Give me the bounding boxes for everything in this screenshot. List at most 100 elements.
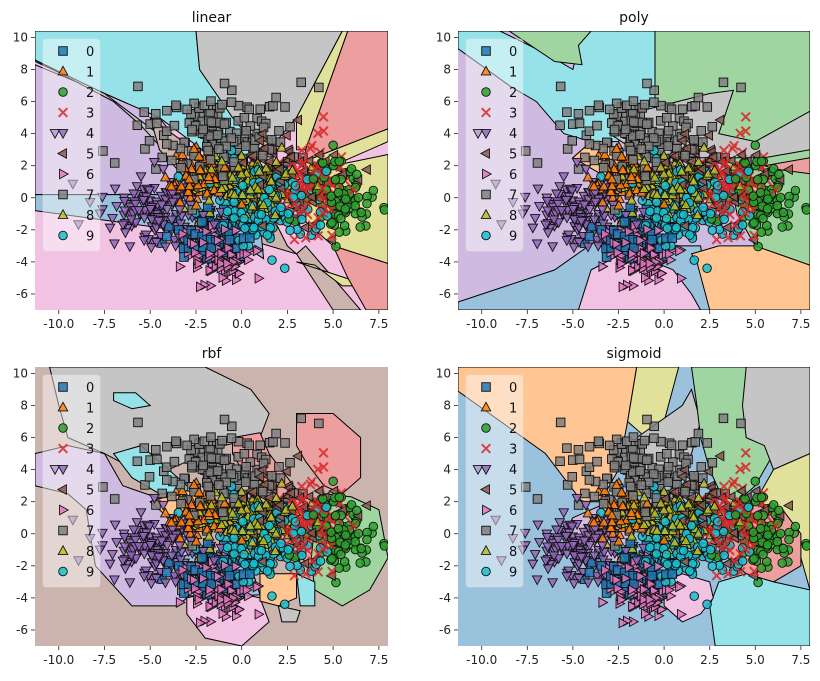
point-class-1 xyxy=(165,516,177,527)
point-class-9 xyxy=(249,222,259,233)
point-class-2 xyxy=(340,204,351,214)
point-class-7 xyxy=(189,98,199,109)
point-class-6 xyxy=(189,238,200,250)
axes-ticks: -10.0 -7.5 -5.0 -2.5 0.0 2.5 5.0 7.51086420-2-4… xyxy=(13,30,389,331)
point-class-8 xyxy=(203,530,215,541)
point-class-7 xyxy=(610,205,620,215)
subplot-rbf: -10.0 -7.5 -5.0 -2.5 0.0 2.5 5.0 7.51086420-2-4… xyxy=(13,346,389,667)
point-class-5 xyxy=(236,493,247,505)
point-class-6 xyxy=(223,593,234,605)
legend-marker-class-2 xyxy=(58,87,68,97)
point-class-5 xyxy=(305,527,316,539)
point-class-7 xyxy=(144,136,155,146)
point-class-8 xyxy=(669,200,681,211)
point-class-2 xyxy=(356,207,367,218)
point-class-7 xyxy=(736,82,746,93)
legend-marker-class-4 xyxy=(49,129,61,140)
point-class-8 xyxy=(658,168,670,179)
point-class-4 xyxy=(551,189,563,200)
point-class-7 xyxy=(133,81,143,92)
point-class-4 xyxy=(541,197,553,207)
point-class-7 xyxy=(152,454,162,465)
x-tick-label: -5.0 xyxy=(139,317,162,331)
point-class-2 xyxy=(336,213,346,224)
scatter-points xyxy=(490,413,810,629)
point-class-7 xyxy=(162,475,172,485)
point-class-1 xyxy=(582,171,594,182)
point-class-3 xyxy=(289,570,300,581)
point-class-7 xyxy=(648,133,659,143)
point-class-6 xyxy=(199,236,210,248)
legend-marker-class-9 xyxy=(58,566,68,577)
point-class-1 xyxy=(183,173,195,184)
point-class-9 xyxy=(707,225,718,236)
point-class-7 xyxy=(555,456,565,467)
point-class-1 xyxy=(203,506,215,517)
point-class-3 xyxy=(313,230,324,241)
point-class-2 xyxy=(368,185,379,196)
point-class-4 xyxy=(575,216,587,227)
point-class-1 xyxy=(185,162,197,173)
point-class-7 xyxy=(285,121,295,132)
point-class-0 xyxy=(667,233,677,243)
point-class-8 xyxy=(276,141,288,152)
point-class-7 xyxy=(649,421,659,432)
point-class-9 xyxy=(743,166,754,177)
legend-label: 8 xyxy=(509,209,517,224)
point-class-9 xyxy=(698,202,708,213)
point-class-5 xyxy=(246,486,257,498)
point-class-4 xyxy=(174,541,186,552)
point-class-4 xyxy=(106,214,118,225)
point-class-7 xyxy=(573,445,584,455)
point-class-5 xyxy=(285,151,296,163)
point-class-7 xyxy=(598,162,609,173)
point-class-1 xyxy=(201,187,213,198)
point-class-7 xyxy=(520,482,531,492)
point-class-5 xyxy=(702,465,713,477)
plot-area xyxy=(458,31,810,310)
point-class-9 xyxy=(249,558,259,569)
point-class-4 xyxy=(631,220,643,231)
point-class-2 xyxy=(340,540,351,550)
point-class-0 xyxy=(162,231,172,242)
point-class-9 xyxy=(264,184,274,195)
point-class-4 xyxy=(552,199,564,210)
point-class-4 xyxy=(129,199,141,210)
point-class-5 xyxy=(273,163,284,175)
point-class-1 xyxy=(599,484,611,495)
point-class-7 xyxy=(144,472,155,482)
point-class-6 xyxy=(196,281,207,293)
point-class-3 xyxy=(711,234,722,245)
point-class-5 xyxy=(263,492,274,504)
point-class-9 xyxy=(285,561,295,572)
legend-marker-class-8 xyxy=(57,208,69,219)
point-class-3 xyxy=(326,540,337,551)
point-class-4 xyxy=(118,197,130,207)
point-class-1 xyxy=(624,523,636,534)
point-class-6 xyxy=(231,560,242,572)
point-class-1 xyxy=(192,515,204,526)
x-tick-label: 0.0 xyxy=(655,317,674,331)
point-class-3 xyxy=(297,204,308,215)
point-class-9 xyxy=(276,538,286,549)
point-class-4 xyxy=(531,575,543,586)
point-class-7 xyxy=(718,413,729,424)
point-class-4 xyxy=(558,508,570,519)
point-class-4 xyxy=(533,202,545,213)
point-class-9 xyxy=(321,502,331,513)
point-class-1 xyxy=(598,180,610,191)
legend-label: 1 xyxy=(86,402,94,417)
point-class-4 xyxy=(507,197,519,208)
point-class-9 xyxy=(702,263,712,274)
point-class-9 xyxy=(229,213,239,223)
point-class-7 xyxy=(562,144,573,154)
point-class-8 xyxy=(270,527,282,538)
point-class-7 xyxy=(662,113,672,123)
point-class-4 xyxy=(529,550,541,561)
point-class-8 xyxy=(216,491,228,502)
point-class-1 xyxy=(605,185,617,196)
legend-marker-class-5 xyxy=(56,148,67,159)
point-class-7 xyxy=(176,162,186,173)
point-class-7 xyxy=(696,126,707,136)
